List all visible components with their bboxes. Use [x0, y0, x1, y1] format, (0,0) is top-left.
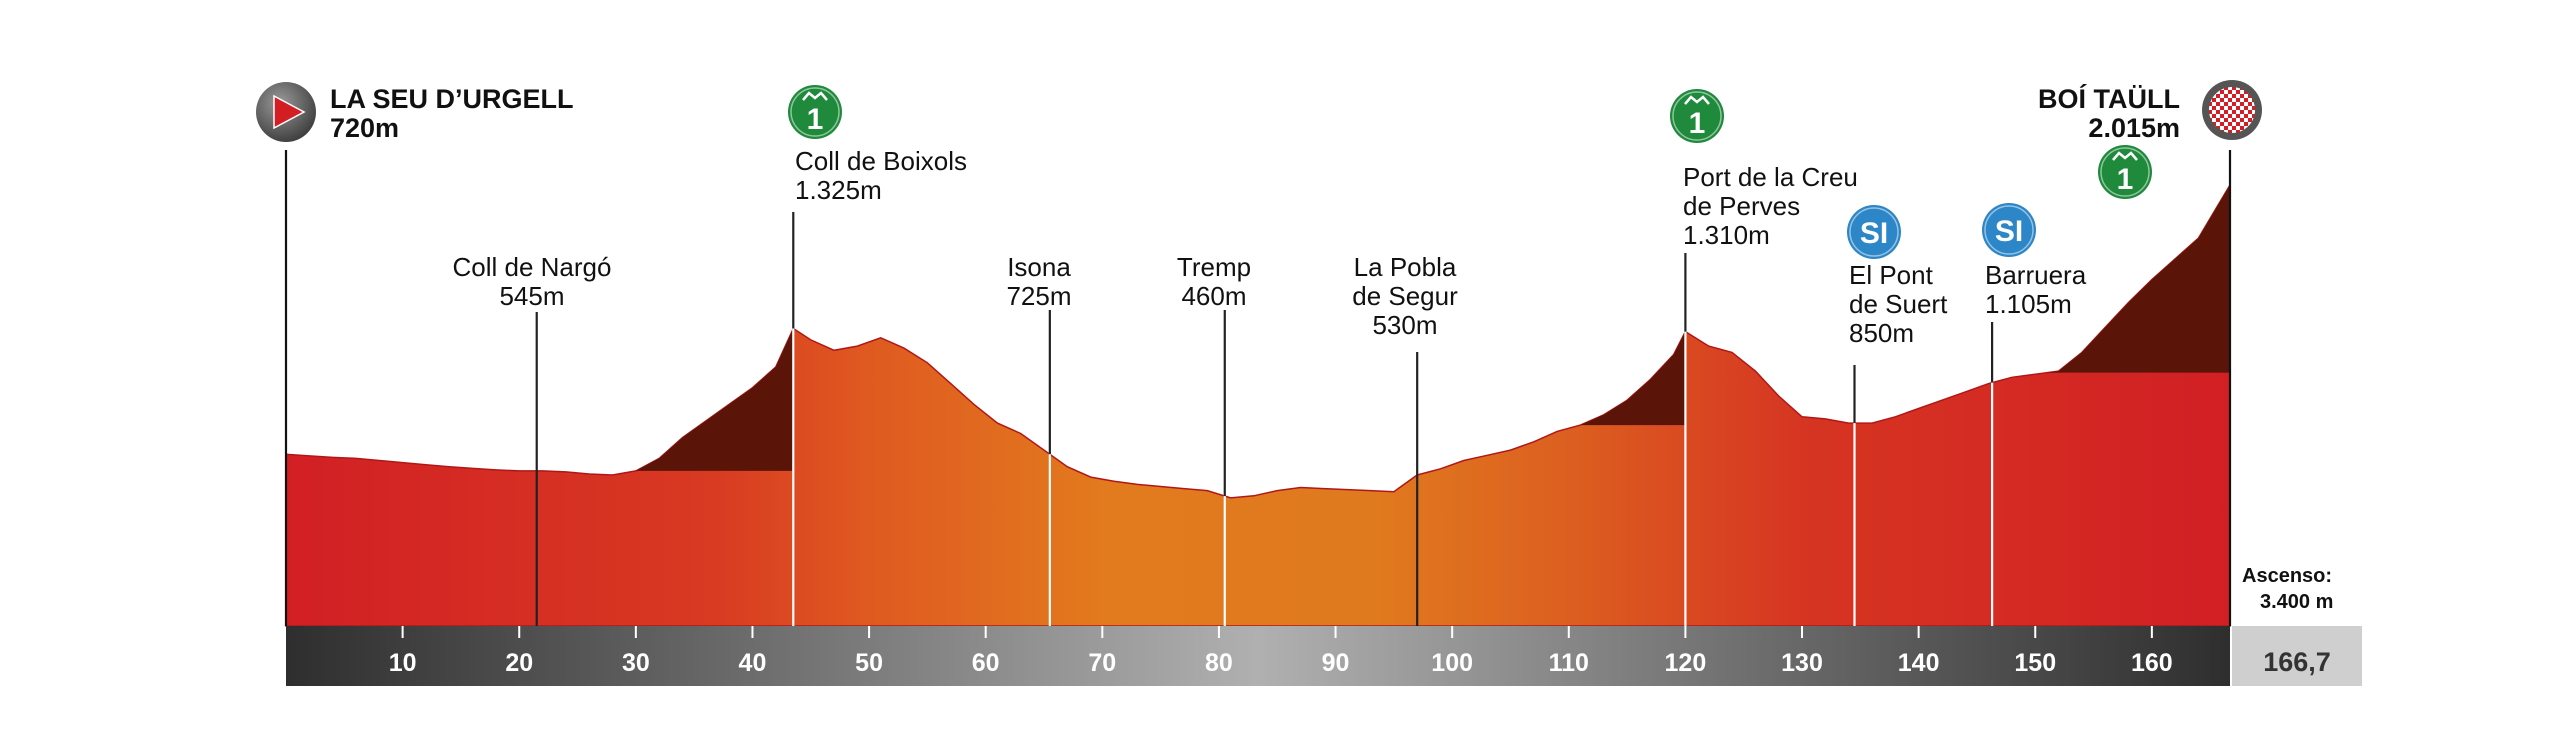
badge-label: 1	[2117, 163, 2134, 196]
marker-icons-layer: 1 1 SI SI 1	[256, 80, 2262, 259]
ascent-value: 3.400 m	[2260, 591, 2333, 613]
badge-ring	[2100, 147, 2150, 197]
tick-label: 20	[505, 649, 533, 677]
start-triangle	[273, 94, 306, 130]
badge-circle	[788, 85, 842, 139]
marker-label-line: 1.325m	[795, 175, 882, 205]
mountain-cat-1-icon: 1	[2098, 145, 2152, 199]
badge-circle	[1670, 89, 1724, 143]
profile-area-layer	[285, 182, 2231, 627]
marker-label-line: Barruera	[1985, 260, 2087, 290]
marker-label-line: de Suert	[1849, 289, 1948, 319]
profile-area	[286, 185, 2230, 626]
tick-label: 60	[972, 649, 1000, 677]
marker-label-line: Coll de Boixols	[795, 146, 967, 176]
mountain-glyph	[2112, 151, 2138, 161]
total-distance-label: 166,7	[2263, 647, 2331, 677]
axis-bar	[286, 626, 2230, 686]
tick-label: 40	[739, 649, 767, 677]
badge-ring	[1849, 207, 1899, 257]
start-flag-icon	[256, 82, 316, 142]
marker-label-line: Coll de Nargó	[453, 252, 612, 282]
mountain-glyph	[1684, 95, 1710, 105]
marker-label-line: de Perves	[1683, 191, 1800, 221]
tick-label: 90	[1322, 649, 1350, 677]
finish-flag-icon	[2202, 80, 2262, 140]
tick-label: 50	[855, 649, 883, 677]
finish-checker	[2209, 87, 2255, 133]
marker-label-line: La Pobla	[1354, 252, 1457, 282]
marker-label-line: 725m	[1006, 281, 1071, 311]
mountain-cat-1-icon: 1	[788, 85, 842, 139]
badge-circle	[1847, 205, 1901, 259]
intermediate-sprint-icon: SI	[1847, 205, 1901, 259]
total-distance-box	[2232, 626, 2362, 686]
marker-label-line: de Segur	[1352, 281, 1458, 311]
badge-label: 1	[1689, 107, 1706, 140]
tick-label: 10	[389, 649, 417, 677]
marker-label-line: Port de la Creu	[1683, 162, 1858, 192]
tick-label: 130	[1781, 649, 1823, 677]
ascent-summary: Ascenso: 3.400 m	[2242, 565, 2333, 613]
climb-shade	[635, 328, 794, 471]
tick-label: 140	[1898, 649, 1940, 677]
marker-label-line: 850m	[1849, 318, 1914, 348]
tick-label: 110	[1549, 649, 1589, 677]
marker-label-line: 460m	[1181, 281, 1246, 311]
badge-ring	[1984, 205, 2034, 255]
marker-label-line: 1.105m	[1985, 289, 2072, 319]
profile-outline	[285, 182, 2231, 627]
ascent-label: Ascenso:	[2242, 565, 2332, 587]
climb-shade	[1580, 331, 1686, 426]
badge-ring	[1672, 91, 1722, 141]
mountain-glyph	[802, 91, 828, 101]
tick-label: 150	[2014, 649, 2056, 677]
climb-shade	[2046, 185, 2230, 373]
marker-label-line: Isona	[1007, 252, 1071, 282]
tick-label: 70	[1088, 649, 1116, 677]
intermediate-sprint-icon: SI	[1982, 203, 2036, 257]
marker-label-line: BOÍ TAÜLL	[2038, 83, 2180, 114]
distance-axis: 10 20 30 40 50 60 70 80 90 100 110 120 130 140 150 160 1…	[286, 626, 2362, 686]
badge-circle	[1982, 203, 2036, 257]
marker-label-line: LA SEU D’URGELL	[330, 84, 574, 114]
badge-ring	[790, 87, 840, 137]
tick-label: 100	[1431, 649, 1473, 677]
badge-label: SI	[1995, 215, 2023, 248]
marker-label-line: 530m	[1372, 310, 1437, 340]
badge-label: 1	[807, 103, 824, 136]
tick-label: 120	[1665, 649, 1707, 677]
badge-label: SI	[1860, 217, 1888, 250]
tick-label: 160	[2131, 649, 2173, 677]
marker-lines-layer	[284, 150, 2232, 626]
marker-label-line: Tremp	[1177, 252, 1251, 282]
tick-label: 80	[1205, 649, 1233, 677]
mountain-cat-1-icon: 1	[1670, 89, 1724, 143]
tick-label: 30	[622, 649, 650, 677]
badge-circle	[2098, 145, 2152, 199]
marker-label-line: 720m	[330, 113, 399, 143]
marker-label-line: 1.310m	[1683, 220, 1770, 250]
marker-label-line: 2.015m	[2088, 113, 2180, 143]
marker-label-line: 545m	[499, 281, 564, 311]
marker-label-line: El Pont	[1849, 260, 1934, 290]
